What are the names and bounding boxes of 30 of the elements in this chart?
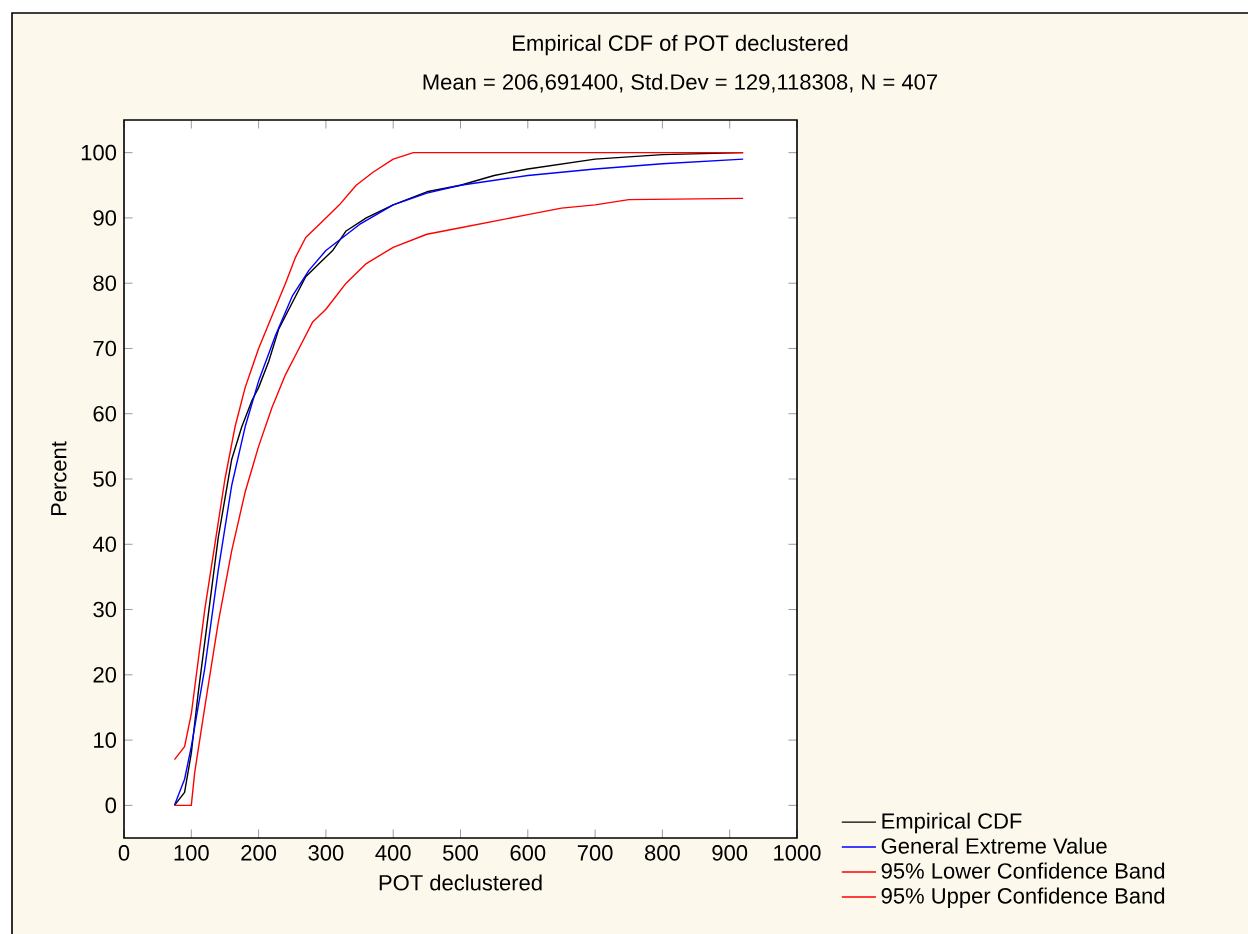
x-tick-label: 800 [644,845,680,861]
x-tick-label: 0 [118,845,130,861]
chart-title: Empirical CDF of POT declustered [513,34,848,56]
y-tick-label: 20 [93,667,117,683]
y-tick-label: 50 [93,471,117,487]
legend-label: Empirical CDF [882,812,1022,834]
x-tick-label: 700 [577,845,613,861]
x-tick-label: 100 [174,845,209,861]
legend-label: General Extreme Value [881,837,1107,854]
x-tick-label: 300 [308,845,344,861]
y-tick-label: 90 [93,210,117,226]
y-tick-label: 100 [81,144,117,161]
x-tick-label: 400 [375,845,411,861]
x-tick-label: 600 [510,845,546,861]
y-tick-label: 30 [93,601,117,618]
x-tick-label: 500 [443,845,478,861]
y-tick-label: 10 [94,732,117,748]
legend-label: 95% Lower Confidence Band [881,862,1165,879]
chart-subtitle: Mean = 206,691400, Std.Dev = 129,118308, N = 407 [423,73,938,93]
x-tick-label: 200 [241,845,277,861]
x-tick-label: 1000 [774,845,821,861]
y-tick-label: 60 [93,405,117,422]
x-tick-label: 900 [712,845,748,861]
y-tick-label: 70 [93,340,117,357]
x-axis-title: POT declustered [379,874,542,891]
y-axis-title: Percent [51,441,67,516]
y-tick-label: 0 [105,797,117,814]
legend-label: 95% Upper Confidence Band [881,887,1165,908]
y-tick-label: 80 [93,275,117,291]
y-tick-label: 40 [92,536,117,553]
